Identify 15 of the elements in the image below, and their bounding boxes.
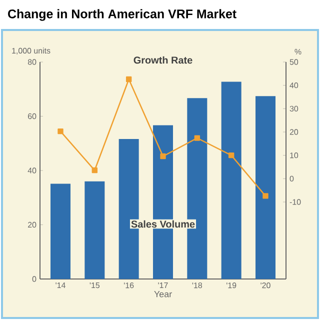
x-axis-title: Year xyxy=(154,291,172,298)
bar xyxy=(84,181,105,279)
bar xyxy=(221,82,242,279)
point xyxy=(194,135,200,141)
point xyxy=(228,152,234,158)
point xyxy=(58,128,64,134)
series-label: Growth Rate xyxy=(134,56,192,64)
chart-title: Change in North American VRF Market xyxy=(8,9,236,21)
point xyxy=(92,167,98,174)
bar xyxy=(256,96,276,279)
bar xyxy=(50,184,70,279)
point xyxy=(262,193,268,199)
point xyxy=(160,153,166,160)
series-label: Sales Volume xyxy=(131,220,195,228)
point xyxy=(126,76,132,82)
